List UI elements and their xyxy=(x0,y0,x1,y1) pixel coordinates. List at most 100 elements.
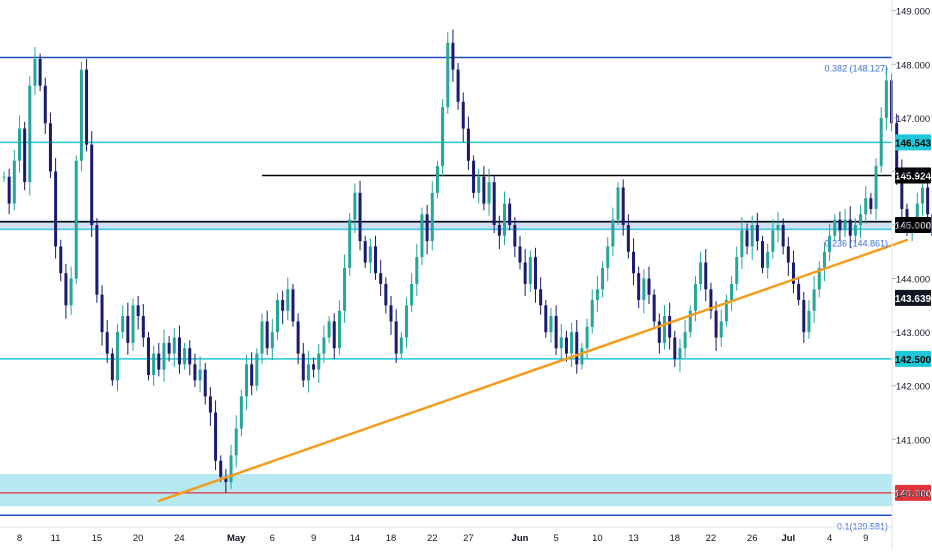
candle-body xyxy=(699,263,702,284)
candle-body xyxy=(116,332,119,380)
candle-body xyxy=(168,343,171,354)
candle-body xyxy=(101,295,104,333)
time-tick-label: 26 xyxy=(747,533,758,544)
candle-body xyxy=(869,198,872,209)
candle-body xyxy=(560,338,563,349)
candle-body xyxy=(704,263,707,290)
candle-body xyxy=(653,295,656,322)
price-axis[interactable]: 149.000148.000147.000146.000145.000144.0… xyxy=(892,0,930,550)
price-tick-label: 148.000 xyxy=(896,60,930,71)
candle-body xyxy=(359,193,362,241)
fib-label: 0.1(139.581) xyxy=(837,521,888,531)
candle-body xyxy=(245,364,248,396)
candle-body xyxy=(240,396,243,428)
candle-body xyxy=(23,129,26,183)
candle-body xyxy=(627,225,630,252)
current-price-text: 143.639 xyxy=(895,294,932,305)
candle-body xyxy=(622,188,625,226)
candle-body xyxy=(746,230,749,246)
candle-body xyxy=(854,225,857,236)
candle-body xyxy=(271,332,274,348)
candle-body xyxy=(787,246,790,262)
candle-body xyxy=(307,364,310,380)
candle-body xyxy=(33,59,36,86)
price-tick-label: 143.000 xyxy=(896,328,930,339)
level-badge-5-text: 142.500 xyxy=(895,355,932,366)
candle-body xyxy=(286,289,289,310)
candle-body xyxy=(219,461,222,477)
candle-body xyxy=(880,118,883,166)
candle-body xyxy=(715,311,718,338)
candle-body xyxy=(565,338,568,354)
candle-body xyxy=(261,321,264,353)
candle-body xyxy=(132,305,135,343)
candle-body xyxy=(410,284,413,305)
candle-body xyxy=(291,289,294,321)
candle-body xyxy=(503,204,506,236)
candle-body xyxy=(580,348,583,364)
candle-body xyxy=(529,257,532,284)
candle-body xyxy=(472,161,475,193)
candle-body xyxy=(266,321,269,348)
candle-body xyxy=(575,332,578,364)
candle-body xyxy=(451,43,454,70)
candle-body xyxy=(457,70,460,102)
candle-body xyxy=(606,246,609,267)
time-tick-label: 24 xyxy=(174,533,185,544)
candle-body xyxy=(188,348,191,364)
candle-body xyxy=(694,284,697,311)
candle-body xyxy=(756,225,759,241)
candle-body xyxy=(921,188,924,204)
candle-body xyxy=(183,348,186,364)
candle-body xyxy=(379,273,382,284)
time-tick-label: 8 xyxy=(17,533,22,544)
candle-body xyxy=(384,284,387,305)
fib-label: 0.236 (144.861) xyxy=(824,238,888,248)
candle-body xyxy=(353,193,356,220)
candle-body xyxy=(493,182,496,225)
candle-body xyxy=(157,354,160,370)
ascending-trendline xyxy=(159,240,907,501)
candle-body xyxy=(235,429,238,456)
candle-body xyxy=(302,354,305,381)
candle-body xyxy=(436,166,439,193)
time-tick-label: 6 xyxy=(270,533,275,544)
price-tick-label: 149.000 xyxy=(896,7,930,18)
time-tick-label: 10 xyxy=(592,533,603,544)
time-tick-label: 13 xyxy=(628,533,639,544)
candle-body xyxy=(730,284,733,300)
price-tick-label: 140.000 xyxy=(896,489,930,500)
candle-body xyxy=(95,225,98,295)
candle-body xyxy=(740,230,743,257)
candle-body xyxy=(121,316,124,332)
candle-body xyxy=(44,86,47,124)
candle-body xyxy=(534,257,537,289)
candle-body xyxy=(343,268,346,311)
candle-body xyxy=(678,348,681,359)
time-tick-label: May xyxy=(227,533,246,544)
time-tick-label: 22 xyxy=(427,533,438,544)
candle-body xyxy=(214,413,217,461)
price-tick-label: 141.000 xyxy=(896,435,930,446)
candle-body xyxy=(591,300,594,327)
time-tick-label: 20 xyxy=(133,533,144,544)
candle-body xyxy=(80,70,83,161)
time-tick-label: Jun xyxy=(512,533,529,544)
candle-body xyxy=(648,279,651,295)
candle-body xyxy=(230,455,233,482)
candle-body xyxy=(85,70,88,145)
candle-body xyxy=(446,43,449,107)
candle-body xyxy=(390,305,393,321)
candle-body xyxy=(142,316,145,337)
candle-body xyxy=(64,273,67,305)
candle-body xyxy=(524,263,527,284)
candle-body xyxy=(374,246,377,273)
candle-body xyxy=(864,198,867,214)
time-tick-label: 15 xyxy=(92,533,103,544)
candle-body xyxy=(720,321,723,337)
candle-body xyxy=(18,129,21,161)
candle-body xyxy=(766,252,769,268)
candle-body xyxy=(59,246,62,273)
